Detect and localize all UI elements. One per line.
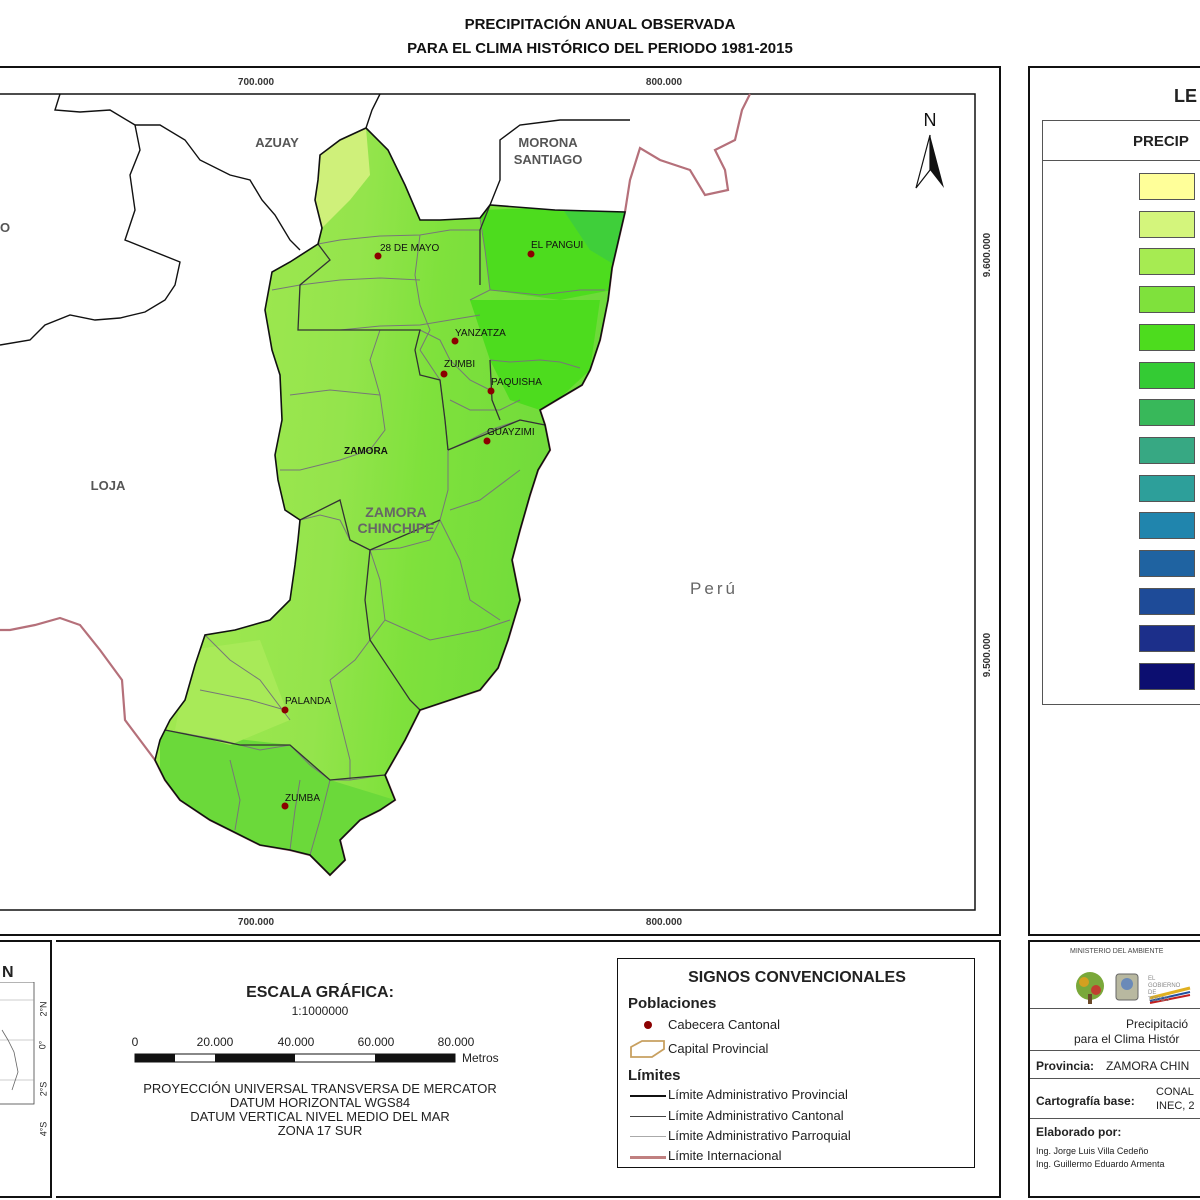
capital-icon: [630, 1040, 665, 1058]
region-label-morona-2: SANTIAGO: [514, 152, 583, 167]
autor-1: Ing. Jorge Luis Villa Cedeño: [1036, 1146, 1149, 1156]
cabecera-icon: [644, 1021, 652, 1029]
signos-capital: Capital Provincial: [668, 1041, 769, 1056]
town-zumba: ZUMBA: [285, 793, 320, 804]
inset-lat-2s: 2°S: [38, 1081, 49, 1097]
legend-swatch: [1139, 550, 1195, 577]
legend-title: LE: [1174, 86, 1198, 106]
legend-subtitle: PRECIP: [1133, 133, 1189, 150]
legend-swatch: [1139, 512, 1195, 540]
grid-label-bottom-700: 700.000: [238, 917, 275, 928]
scale-tick-40000: 40.000: [278, 1035, 315, 1049]
inset-frame: N a 2°N 0° 2°S 4°S: [0, 940, 52, 1198]
town-zamora-capital: ZAMORA: [344, 446, 388, 457]
grid-label-right-9500000: 9.500.000: [982, 632, 993, 677]
town-yanzatza: YANZATZA: [455, 328, 506, 339]
signos-lim-cantonal: Límite Administrativo Cantonal: [668, 1108, 844, 1123]
projection-text: PROYECCIÓN UNIVERSAL TRANSVERSA DE MERCA…: [100, 1082, 540, 1138]
bottom-panel: [56, 940, 1001, 1198]
town-palanda: PALANDA: [285, 696, 331, 707]
region-label-azuay: AZUAY: [255, 135, 299, 150]
inset-lat-2n: 2°N: [38, 1001, 49, 1017]
region-label-morona-1: MORONA: [518, 135, 578, 150]
signos-lim-provincial: Límite Administrativo Provincial: [668, 1087, 848, 1102]
legend-swatch: [1139, 399, 1195, 427]
cartografia-value1: CONAL: [1156, 1086, 1194, 1098]
info-desc1: Precipitació: [1126, 1017, 1189, 1031]
provincia-value: ZAMORA CHIN: [1106, 1059, 1190, 1073]
scale-tick-0: 0: [132, 1035, 139, 1049]
scale-bar: 0 20.000 40.000 60.000 80.000 Metros: [132, 1035, 499, 1065]
map-title-line2: PARA EL CLIMA HISTÓRICO DEL PERIODO 1981…: [407, 40, 793, 57]
lim-cantonal-icon: [630, 1116, 666, 1117]
region-label-zamora-1: ZAMORA: [365, 504, 426, 520]
legend-swatch: [1139, 663, 1195, 691]
town-paquisha: PAQUISHA: [491, 377, 542, 388]
region-label-zamora-2: CHINCHIPE: [357, 520, 434, 536]
projection-line3: DATUM VERTICAL NIVEL MEDIO DEL MAR: [190, 1109, 450, 1124]
cartografia-value2: INEC, 2: [1156, 1100, 1195, 1112]
grid-label-top-700: 700.000: [238, 77, 275, 88]
town-zumbi: ZUMBI: [444, 359, 475, 370]
gobierno-label: EL GOBIERNO DE TODOS: [1148, 976, 1181, 1003]
signos-lim-parroquial: Límite Administrativo Parroquial: [668, 1128, 851, 1143]
inset-lat-0: 0°: [37, 1040, 48, 1050]
cartografia-label: Cartografía base:: [1036, 1094, 1135, 1108]
town-el-pangui: EL PANGUI: [531, 240, 583, 251]
signos-lim-internacional: Límite Internacional: [668, 1148, 782, 1163]
ministerio-label: MINISTERIO DEL AMBIENTE: [1070, 948, 1164, 955]
signos-title: SIGNOS CONVENCIONALES: [688, 969, 906, 986]
town-28-de-mayo: 28 DE MAYO: [380, 243, 439, 254]
lim-provincial-icon: [630, 1095, 666, 1097]
legend-swatch: [1139, 474, 1195, 502]
legend-swatch: [1139, 436, 1195, 464]
legend-swatch: [1139, 248, 1195, 276]
legend-box: PRECIP: [1042, 120, 1200, 705]
signos-box: SIGNOS CONVENCIONALES Poblaciones Cabece…: [617, 958, 975, 1168]
projection-line1: PROYECCIÓN UNIVERSAL TRANSVERSA DE MERCA…: [143, 1081, 497, 1096]
main-map: 700.000 800.000 700.000 800.000 9.600.00…: [0, 77, 993, 928]
grid-label-bottom-800: 800.000: [646, 917, 683, 928]
scale-tick-80000: 80.000: [438, 1035, 475, 1049]
legend-swatch: [1139, 625, 1195, 653]
region-label-loja: LOJA: [91, 478, 126, 493]
region-label-peru: Perú: [690, 579, 738, 598]
legend-frame: LE PRECIP: [1028, 66, 1200, 936]
signos-cabecera: Cabecera Cantonal: [668, 1017, 781, 1032]
map-title-line1: PRECIPITACIÓN ANUAL OBSERVADA: [464, 16, 736, 33]
inset-lat-4s: 4°S: [38, 1121, 49, 1137]
north-arrow-icon: N: [915, 110, 944, 189]
lim-internacional-icon: [630, 1156, 666, 1159]
lim-parroquial-icon: [630, 1136, 666, 1137]
institution-logos: [1076, 972, 1191, 1004]
region-label-left-cut: O: [0, 220, 10, 235]
inset-title: N: [2, 964, 14, 981]
signos-poblaciones: Poblaciones: [628, 995, 717, 1012]
town-guayzimi: GUAYZIMI: [487, 427, 535, 438]
info-panel: MINISTERIO DEL AMBIENTE EL GOBIERNO DE T…: [1028, 940, 1200, 1198]
grid-label-top-800: 800.000: [646, 77, 683, 88]
signos-limites: Límites: [628, 1067, 681, 1084]
scale-tick-60000: 60.000: [358, 1035, 395, 1049]
legend-swatch: [1139, 210, 1195, 238]
projection-line4: ZONA 17 SUR: [277, 1123, 363, 1138]
elaborado-label: Elaborado por:: [1036, 1125, 1122, 1139]
legend-swatch: [1139, 173, 1195, 200]
legend-swatch: [1139, 361, 1195, 389]
info-desc2: para el Clima Histór: [1074, 1032, 1180, 1046]
legend-swatch: [1139, 323, 1195, 351]
grid-label-right-9600000: 9.600.000: [982, 232, 993, 277]
scale-tick-20000: 20.000: [197, 1035, 234, 1049]
autor-2: Ing. Guillermo Eduardo Armenta: [1036, 1159, 1165, 1169]
scale-unit: Metros: [462, 1051, 499, 1065]
scale-title: ESCALA GRÁFICA:: [246, 984, 394, 1001]
scale-ratio: 1:1000000: [291, 1004, 349, 1018]
inset-map: [0, 982, 35, 1105]
legend-swatch: [1139, 587, 1195, 615]
provincia-label: Provincia:: [1036, 1059, 1095, 1073]
projection-line2: DATUM HORIZONTAL WGS84: [229, 1095, 411, 1110]
north-label: N: [924, 110, 937, 130]
legend-swatch: [1139, 286, 1195, 314]
